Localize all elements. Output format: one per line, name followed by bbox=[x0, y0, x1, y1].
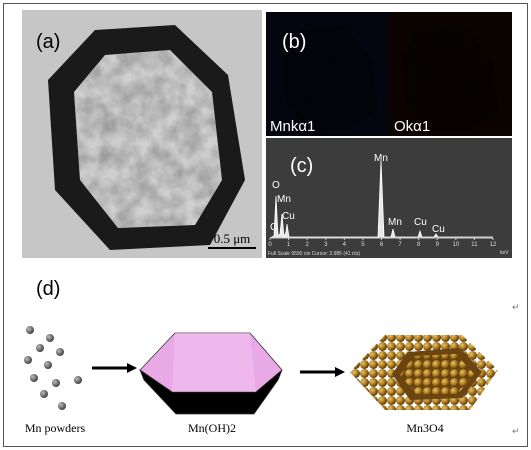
peak-label: Cu bbox=[432, 224, 445, 235]
panel-label: (c) bbox=[290, 155, 313, 177]
x-tick-label: 8 bbox=[417, 242, 421, 248]
peak-label: C bbox=[270, 222, 277, 233]
map-label: Okα1 bbox=[394, 118, 430, 135]
o-distribution bbox=[403, 26, 498, 130]
peak-label: Mn bbox=[374, 153, 388, 164]
x-tick-label: 3 bbox=[324, 242, 328, 248]
mn3o4-assembly bbox=[350, 335, 498, 410]
x-tick-label: 0 bbox=[268, 242, 272, 248]
peak-label: O bbox=[272, 180, 280, 191]
x-tick-label: 10 bbox=[452, 242, 459, 248]
x-tick-label: 4 bbox=[343, 242, 347, 248]
step-label: Mn3O4 bbox=[406, 421, 443, 435]
x-tick-label: 2 bbox=[305, 242, 309, 248]
scale-label: 0.5 μm bbox=[214, 231, 251, 246]
return-mark: ↵ bbox=[512, 426, 520, 436]
x-tick-label: 11 bbox=[471, 242, 478, 248]
step-label: Mn powders bbox=[25, 421, 86, 435]
panel-label: (a) bbox=[36, 31, 60, 53]
step-label: Mn(OH)2 bbox=[188, 421, 236, 435]
peak-label: Mn bbox=[388, 217, 402, 228]
axis-unit: keV bbox=[500, 250, 509, 256]
hexagonal-prism bbox=[139, 332, 283, 415]
peak-label: Cu bbox=[282, 211, 295, 222]
panel-label: (b) bbox=[282, 31, 306, 53]
particle-texture bbox=[74, 50, 222, 228]
panel-label: (d) bbox=[36, 278, 60, 300]
x-tick-label: 12 bbox=[490, 242, 497, 248]
peak-label: Mn bbox=[277, 194, 291, 205]
x-tick-label: 9 bbox=[436, 242, 440, 248]
return-mark: ↵ bbox=[512, 302, 520, 312]
mn-distribution bbox=[283, 26, 378, 130]
frame bbox=[3, 3, 528, 447]
x-tick-label: 6 bbox=[380, 242, 384, 248]
map-label: Mnkα1 bbox=[270, 118, 315, 135]
mn-particles bbox=[24, 326, 82, 410]
peak-label: Cu bbox=[414, 217, 427, 228]
x-tick-label: 7 bbox=[398, 242, 402, 248]
x-tick-label: 5 bbox=[361, 242, 365, 248]
spectrum-curve bbox=[269, 159, 493, 239]
arrows bbox=[92, 363, 345, 377]
spectrum-footer: Full Scale 9590 cts Cursor: 3.985 (41 ct… bbox=[268, 251, 360, 257]
x-tick-label: 1 bbox=[287, 242, 291, 248]
